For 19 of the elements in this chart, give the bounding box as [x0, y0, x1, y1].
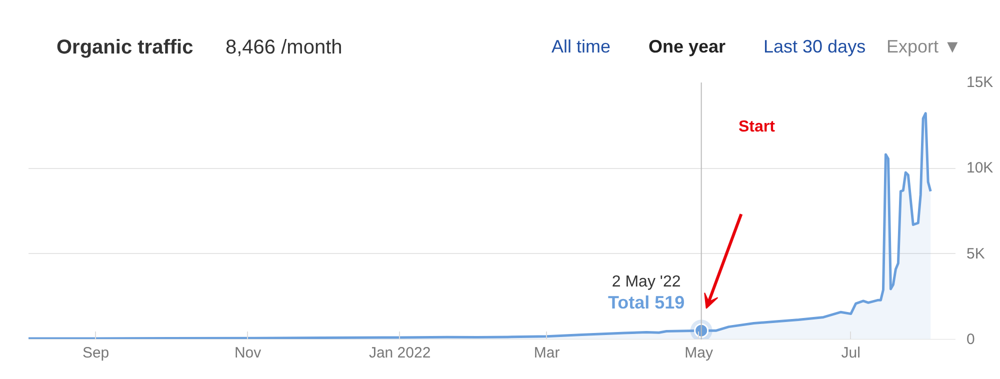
- x-tick-label: Mar: [534, 344, 560, 362]
- y-tick-label: 10K: [966, 160, 994, 177]
- text: Export ▼: [886, 36, 962, 56]
- x-tick-label: Nov: [234, 344, 262, 362]
- text: All time: [552, 36, 611, 56]
- y-tick-label: 15K: [966, 74, 994, 91]
- annotation: Start: [738, 118, 776, 136]
- x-tick-label: Sep: [82, 344, 110, 362]
- annotation: 2 May '22: [612, 274, 681, 291]
- y-tick-label: 5K: [966, 245, 985, 262]
- x-tick-label: Jul: [841, 344, 860, 362]
- x-tick-label: Jan 2022: [368, 344, 431, 362]
- chart-title: Organic traffic: [56, 36, 194, 58]
- y-tick-label: 0: [966, 331, 975, 348]
- text: One year: [648, 36, 726, 56]
- annotation: Total 519: [608, 292, 685, 313]
- text: Last 30 days: [764, 36, 866, 56]
- chart-subtitle: 8,466 /month: [226, 36, 342, 58]
- x-tick-label: May: [684, 344, 714, 362]
